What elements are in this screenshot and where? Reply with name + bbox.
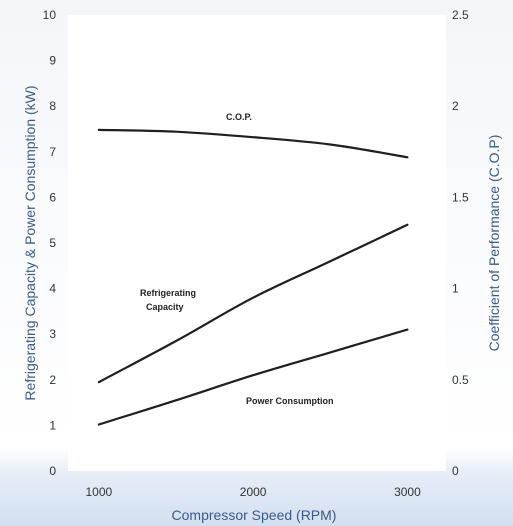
right-tick-label: 0.5 <box>452 373 469 387</box>
left-tick-label: 10 <box>43 8 57 22</box>
left-tick-label: 0 <box>49 464 56 478</box>
annotation-refrigerating: Refrigerating <box>140 288 196 298</box>
annotations: C.O.P. Refrigerating Capacity Power Cons… <box>140 112 334 406</box>
series-line-refrigerating-capacity <box>97 223 409 384</box>
left-tick-label: 6 <box>49 190 56 204</box>
right-tick-label: 2 <box>452 99 459 113</box>
right-axis-ticks: 0 0.5 1 1.5 2 2.5 <box>452 8 469 478</box>
series-line-power-consumption <box>97 328 409 426</box>
right-axis-label: Coefficient of Performance (C.O.P) <box>486 135 502 352</box>
left-tick-label: 7 <box>49 145 56 159</box>
right-tick-label: 2.5 <box>452 8 469 22</box>
series-line-c-o-p <box>97 128 409 159</box>
x-tick-label: 1000 <box>86 485 113 499</box>
series-lines <box>97 128 409 426</box>
right-tick-label: 1 <box>452 282 459 296</box>
left-axis-label: Refrigerating Capacity & Power Consumpti… <box>22 85 38 400</box>
left-tick-label: 8 <box>49 99 56 113</box>
x-tick-label: 3000 <box>394 485 421 499</box>
left-tick-label: 9 <box>49 54 56 68</box>
right-tick-label: 0 <box>452 464 459 478</box>
annotation-capacity: Capacity <box>146 302 184 312</box>
right-tick-label: 1.5 <box>452 190 469 204</box>
left-tick-label: 2 <box>49 373 56 387</box>
left-tick-label: 5 <box>49 236 56 250</box>
annotation-cop: C.O.P. <box>226 112 252 122</box>
left-tick-label: 4 <box>49 282 56 296</box>
x-axis-ticks: 1000 2000 3000 <box>86 485 422 499</box>
left-tick-label: 1 <box>49 418 56 432</box>
left-tick-label: 3 <box>49 327 56 341</box>
x-axis-label: Compressor Speed (RPM) <box>172 507 337 523</box>
x-tick-label: 2000 <box>240 485 267 499</box>
left-axis-ticks: 0 1 2 3 4 5 6 7 8 9 10 <box>43 8 57 478</box>
annotation-power-consumption: Power Consumption <box>246 396 334 406</box>
plot-area <box>68 15 446 471</box>
